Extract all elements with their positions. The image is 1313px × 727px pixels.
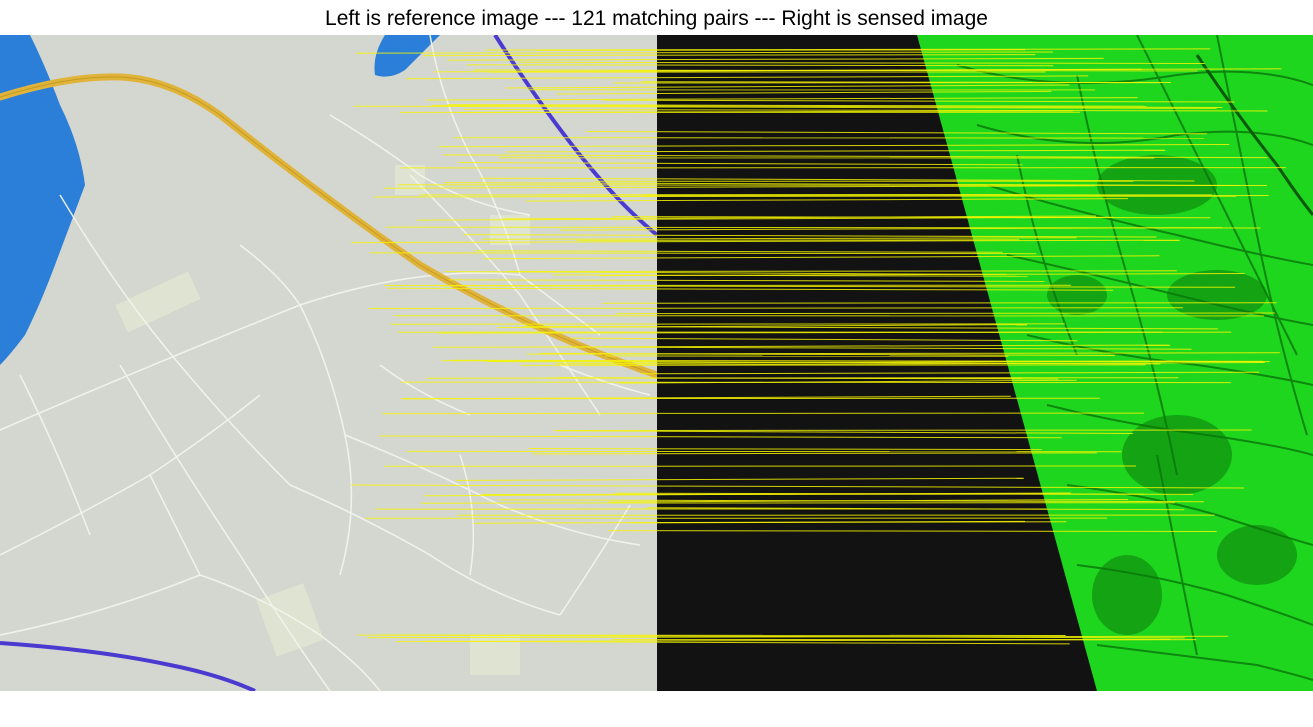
terrain-dark-patches: [1047, 155, 1297, 635]
figure-title: Left is reference image --- 121 matching…: [325, 7, 988, 30]
map-land: [0, 35, 657, 691]
pond-water: [374, 35, 440, 77]
highway: [0, 73, 657, 379]
lake-water: [0, 35, 85, 365]
image-pair: [0, 35, 1313, 691]
sensed-road: [1195, 54, 1313, 216]
reference-map-panel: [0, 35, 657, 691]
sensed-image-panel: [657, 35, 1313, 691]
